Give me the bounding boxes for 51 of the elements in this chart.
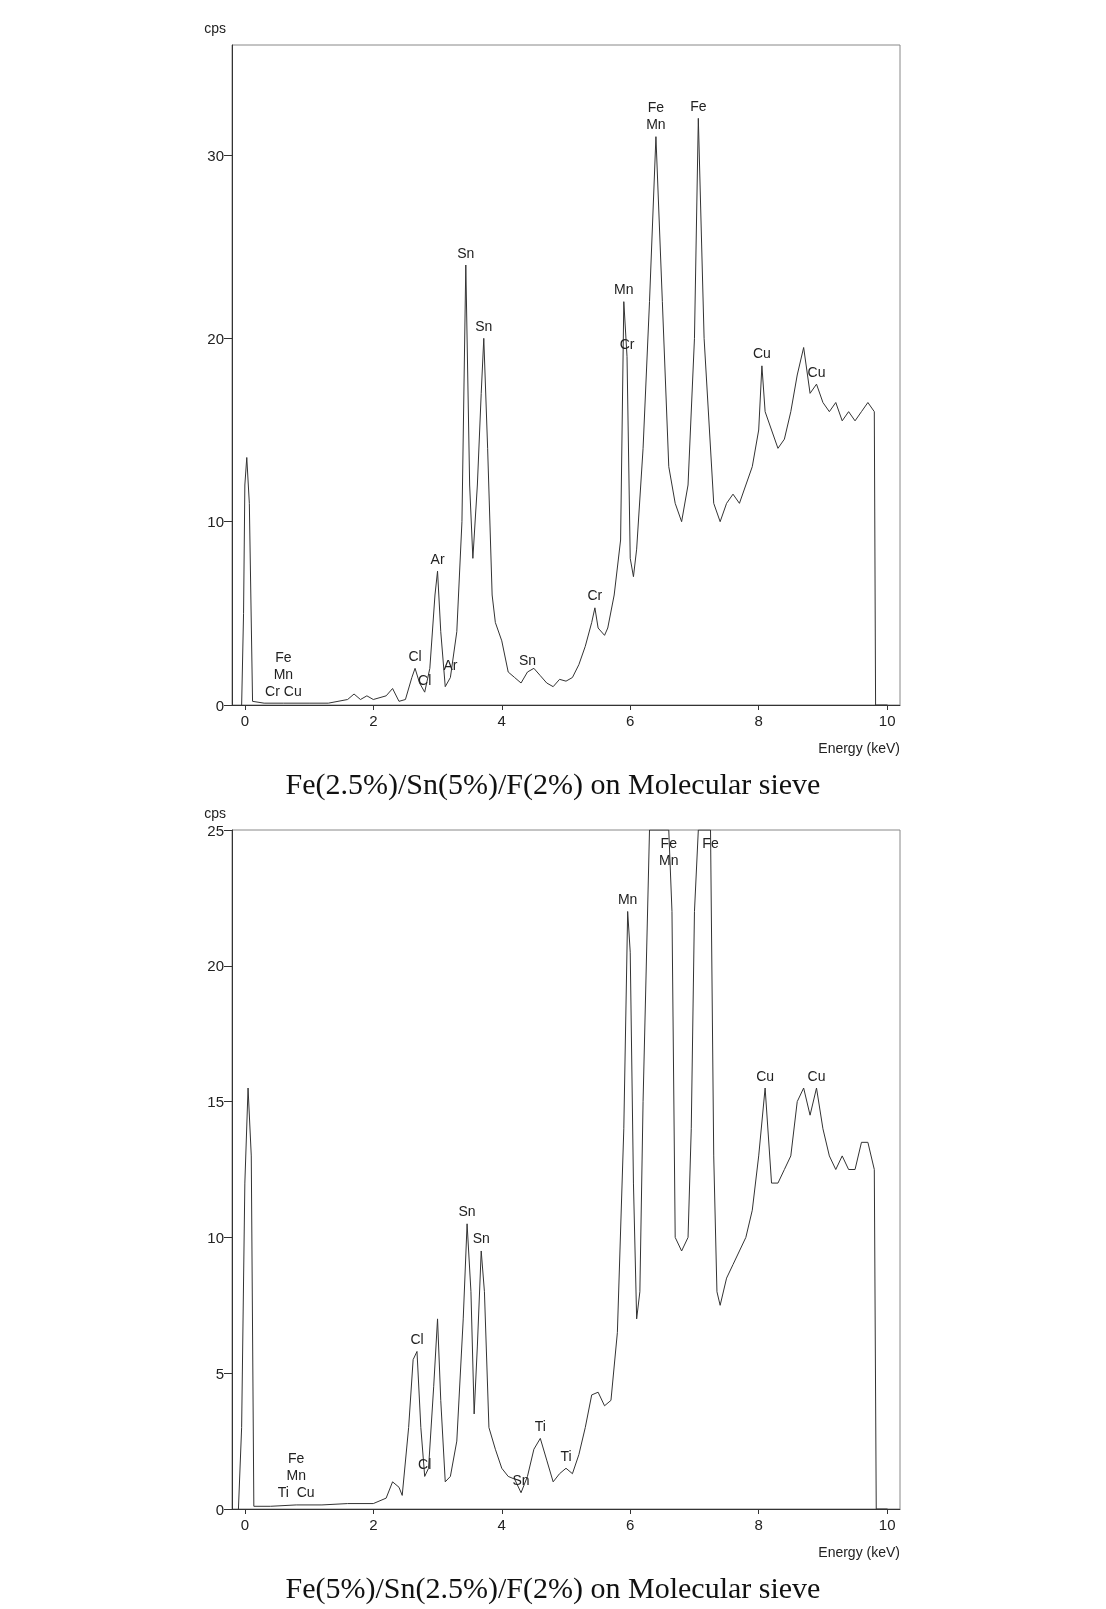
x-tick-label: 6 bbox=[626, 1516, 635, 1533]
y-tick-label: 25 bbox=[207, 821, 224, 839]
y-tick-label: 30 bbox=[207, 146, 224, 164]
x-tick-label: 8 bbox=[754, 712, 763, 729]
annotation: Mn bbox=[614, 281, 634, 298]
annotation: Ti bbox=[534, 1417, 546, 1434]
annotation: Fe Mn Ti Cu bbox=[277, 1450, 315, 1501]
annotation: Cl bbox=[408, 647, 422, 664]
y-tick-label: 15 bbox=[207, 1093, 224, 1111]
annotation: Cl bbox=[410, 1330, 424, 1347]
annotation: Ti bbox=[560, 1447, 572, 1464]
x-tick-label: 10 bbox=[878, 1516, 896, 1533]
y-axis-title: cps bbox=[204, 20, 226, 36]
annotation: Sn bbox=[472, 1230, 490, 1247]
annotation: Fe Mn bbox=[646, 99, 666, 133]
annotation: Sn bbox=[457, 244, 475, 261]
annotation: Cu bbox=[756, 1067, 775, 1084]
x-tick-label: 6 bbox=[626, 712, 635, 729]
annotation: Cu bbox=[807, 363, 826, 380]
y-tick-label: 5 bbox=[215, 1364, 224, 1382]
annotation: Mn bbox=[617, 890, 638, 907]
x-tick-label: 10 bbox=[878, 712, 896, 729]
x-tick-label: 0 bbox=[240, 712, 250, 729]
y-tick-label: 10 bbox=[207, 513, 224, 531]
annotation: Cr bbox=[587, 587, 603, 604]
x-axis-title: Energy (keV) bbox=[818, 1544, 900, 1560]
y-tick-label: 0 bbox=[215, 1500, 224, 1518]
x-tick-label: 2 bbox=[369, 712, 378, 729]
x-tick-label: 4 bbox=[497, 1516, 506, 1533]
x-tick-label: 4 bbox=[497, 712, 506, 729]
annotation: Fe bbox=[690, 97, 707, 114]
y-tick-label: 20 bbox=[207, 957, 224, 975]
annotation: Cu bbox=[752, 345, 771, 362]
x-tick-label: 8 bbox=[754, 1516, 763, 1533]
annotation: Sn bbox=[458, 1203, 476, 1220]
y-tick-label: 0 bbox=[215, 696, 224, 714]
x-tick-label: 2 bbox=[369, 1516, 378, 1533]
annotation: Sn bbox=[512, 1472, 530, 1489]
x-tick-label: 0 bbox=[240, 1516, 250, 1533]
y-tick-label: 20 bbox=[207, 329, 224, 347]
y-axis-title: cps bbox=[204, 805, 226, 821]
x-axis-title: Energy (keV) bbox=[818, 740, 900, 756]
annotation: Fe Mn Cr Cu bbox=[265, 648, 302, 699]
y-tick-label: 10 bbox=[207, 1228, 224, 1246]
annotation: Sn bbox=[518, 651, 537, 668]
annotation: Cl bbox=[418, 671, 432, 688]
text: Fe(5%)/Sn(2.5%)/F(2%) on Molecular sieve bbox=[285, 1570, 821, 1605]
text: Fe(2.5%)/Sn(5%)/F(2%) on Molecular sieve bbox=[285, 766, 821, 801]
annotation: Cu bbox=[807, 1067, 826, 1084]
annotation: Sn bbox=[475, 317, 493, 334]
annotation: Ar bbox=[430, 550, 445, 567]
